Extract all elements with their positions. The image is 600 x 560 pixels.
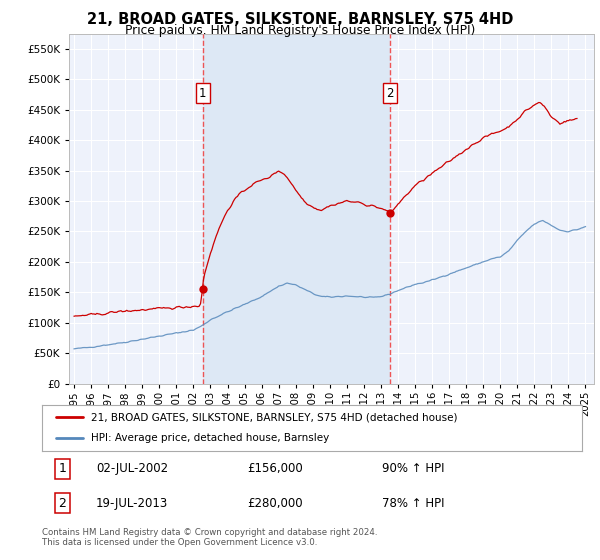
Bar [203,34,391,384]
Text: 2: 2 [59,497,67,510]
Text: £280,000: £280,000 [247,497,303,510]
Text: Contains HM Land Registry data © Crown copyright and database right 2024.: Contains HM Land Registry data © Crown c… [42,528,377,536]
Text: £156,000: £156,000 [247,463,303,475]
Text: 21, BROAD GATES, SILKSTONE, BARNSLEY, S75 4HD (detached house): 21, BROAD GATES, SILKSTONE, BARNSLEY, S7… [91,412,457,422]
Text: 2: 2 [386,87,394,100]
Text: HPI: Average price, detached house, Barnsley: HPI: Average price, detached house, Barn… [91,433,329,444]
Text: 21, BROAD GATES, SILKSTONE, BARNSLEY, S75 4HD: 21, BROAD GATES, SILKSTONE, BARNSLEY, S7… [87,12,513,27]
Text: 90% ↑ HPI: 90% ↑ HPI [382,463,445,475]
Text: 1: 1 [199,87,206,100]
Text: 1: 1 [59,463,67,475]
Text: 19-JUL-2013: 19-JUL-2013 [96,497,168,510]
Text: This data is licensed under the Open Government Licence v3.0.: This data is licensed under the Open Gov… [42,538,317,547]
Text: 02-JUL-2002: 02-JUL-2002 [96,463,168,475]
Text: 78% ↑ HPI: 78% ↑ HPI [382,497,445,510]
Text: Price paid vs. HM Land Registry's House Price Index (HPI): Price paid vs. HM Land Registry's House … [125,24,475,37]
